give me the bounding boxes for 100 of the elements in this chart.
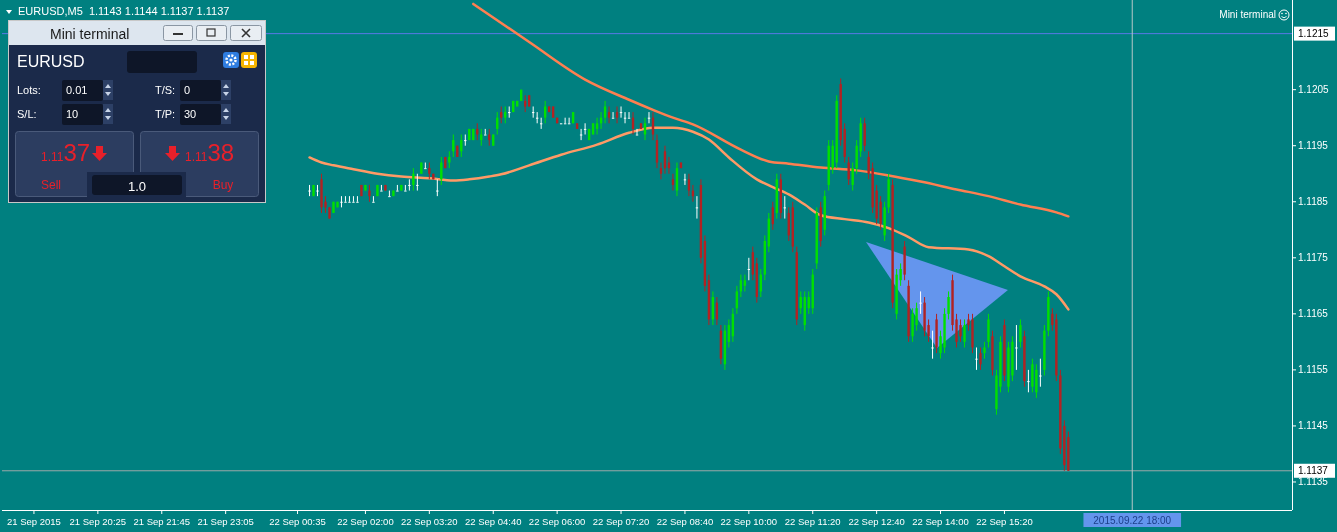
x-tick-label: 22 Sep 04:40	[464, 516, 522, 527]
candlestick	[452, 134, 455, 158]
candlestick	[508, 105, 511, 119]
candlestick	[531, 105, 535, 119]
x-tick-label: 22 Sep 14:00	[912, 516, 969, 527]
candlestick	[316, 184, 319, 197]
candlestick	[356, 195, 359, 203]
y-tick-label: 1.1195	[1298, 140, 1329, 152]
annotation: Buy	[212, 178, 234, 192]
candlestick	[396, 184, 399, 192]
annotation: 0.01	[66, 84, 88, 96]
x-tick-label: 22 Sep 12:40	[848, 516, 905, 527]
candlestick	[931, 330, 934, 360]
candlestick	[436, 178, 439, 197]
candlestick	[975, 346, 978, 371]
candlestick	[1039, 358, 1042, 388]
candlestick	[484, 128, 487, 136]
text: Mini terminal	[50, 26, 130, 42]
candlestick	[344, 195, 347, 203]
candlestick	[987, 313, 990, 348]
x-tick-label: 22 Sep 03:20	[401, 516, 458, 527]
candlestick	[380, 184, 383, 192]
annotation: S/L:	[17, 108, 37, 120]
candlestick	[695, 195, 699, 220]
candlestick	[440, 156, 443, 186]
candlestick	[847, 156, 850, 186]
x-tick-label: 22 Sep 02:00	[337, 516, 394, 527]
candlestick	[851, 162, 854, 192]
candlestick	[1031, 358, 1034, 393]
annotation: 1.1138	[185, 139, 235, 166]
candlestick	[1035, 363, 1038, 399]
annotation: Mini terminal	[1219, 9, 1276, 20]
x-tick-label: 21 Sep 23:05	[197, 516, 254, 527]
ref-line-label: 2015.09.22 18:00	[1093, 515, 1172, 526]
candlestick	[412, 167, 415, 192]
candlestick	[348, 195, 351, 203]
candlestick	[352, 195, 355, 203]
y-tick-label: 1.1155	[1298, 364, 1329, 376]
candlestick	[783, 195, 786, 220]
candlestick	[919, 290, 922, 315]
y-tick-label: 1.1135	[1298, 476, 1329, 488]
annotation: 30	[184, 108, 197, 120]
y-tick-label: 1.1205	[1298, 84, 1330, 96]
x-tick-label: 22 Sep 08:40	[656, 516, 714, 527]
ref-line-label: 1.1137	[1298, 465, 1329, 477]
candlestick	[623, 111, 627, 124]
candlestick	[671, 173, 675, 192]
annotation: 1.0	[127, 179, 147, 194]
candlestick	[535, 111, 539, 124]
candlestick	[659, 162, 663, 180]
candlestick	[683, 173, 687, 186]
candlestick	[563, 117, 567, 125]
candlestick	[567, 117, 571, 125]
candlestick	[464, 134, 467, 147]
candlestick	[635, 128, 639, 136]
candlestick	[308, 184, 311, 197]
annotation: 1.1137	[41, 139, 91, 166]
candlestick	[959, 318, 962, 343]
annotation: EURUSD	[17, 53, 85, 70]
x-tick-label: 22 Sep 07:20	[592, 516, 650, 527]
candlestick	[595, 117, 599, 136]
candlestick	[947, 290, 950, 320]
x-tick-label: 22 Sep 06:00	[528, 516, 586, 527]
candlestick	[404, 184, 407, 192]
candlestick	[340, 195, 343, 208]
candlestick	[615, 105, 619, 124]
candlestick	[607, 105, 611, 124]
annotation: 10	[66, 108, 79, 120]
candlestick	[1027, 369, 1030, 393]
annotation: Lots:	[17, 84, 41, 96]
y-tick-label: 1.1175	[1298, 252, 1329, 264]
x-tick-label: 21 Sep 20:25	[69, 516, 127, 527]
candlestick	[408, 178, 411, 192]
candlestick	[1015, 324, 1018, 371]
y-tick-label: 1.1165	[1298, 308, 1329, 320]
ref-line-label: 1.1215	[1298, 28, 1330, 40]
candlestick	[539, 117, 543, 130]
candlestick	[611, 111, 615, 119]
candlestick	[627, 111, 631, 119]
candlestick	[979, 346, 982, 371]
x-tick-label: 22 Sep 15:20	[976, 516, 1033, 527]
annotation: Sell	[40, 178, 62, 192]
y-tick-label: 1.1185	[1298, 196, 1329, 208]
candlestick	[647, 111, 651, 124]
y-tick-label: 1.1145	[1298, 420, 1329, 432]
x-tick-label: 21 Sep 2015	[7, 516, 61, 527]
candlestick	[911, 307, 914, 343]
candlestick	[372, 195, 375, 203]
annotation: 0	[184, 84, 191, 96]
x-tick-label: 22 Sep 10:00	[720, 516, 778, 527]
candlestick	[747, 257, 751, 281]
candlestick	[416, 173, 419, 192]
annotation: T/S:	[155, 84, 176, 96]
x-tick-label: 21 Sep 21:45	[133, 516, 191, 527]
candlestick	[579, 128, 583, 141]
x-tick-label: 22 Sep 11:20	[784, 516, 841, 527]
candlestick	[915, 302, 918, 332]
candlestick	[1019, 318, 1022, 348]
candlestick	[963, 318, 966, 348]
text: EURUSD,M5 1.1143 1.1144 1.1137 1.1137	[18, 5, 230, 17]
